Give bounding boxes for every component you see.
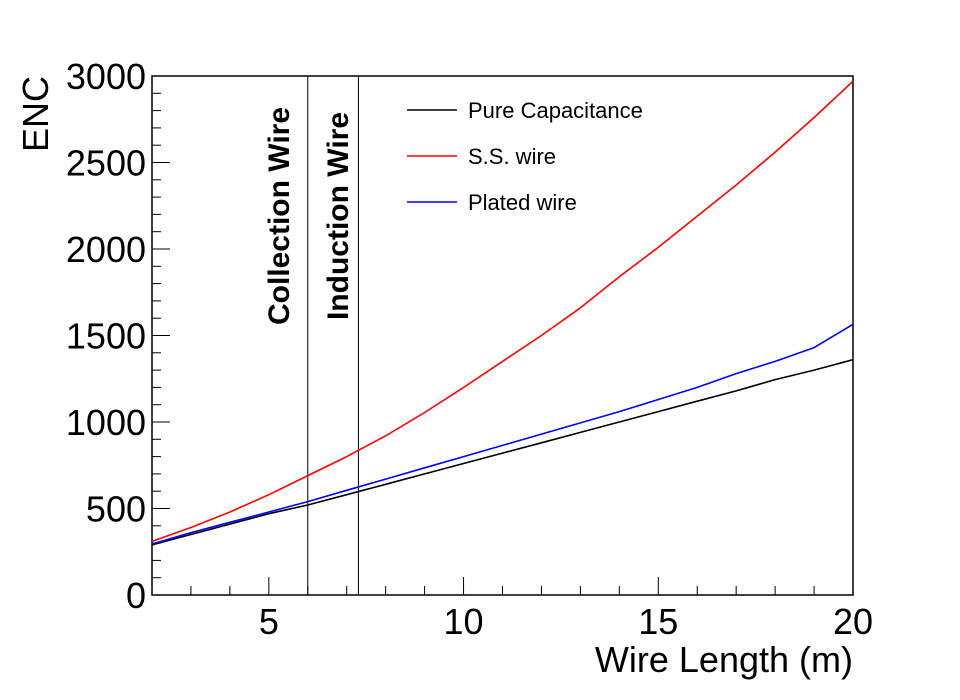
y-tick-label: 2500 bbox=[66, 143, 146, 184]
legend-label-pure-capacitance: Pure Capacitance bbox=[468, 98, 643, 123]
legend-label-ss-wire: S.S. wire bbox=[468, 144, 556, 169]
plated-wire-line bbox=[151, 323, 854, 545]
induction-wire-label: Induction Wire bbox=[322, 112, 355, 320]
tick-labels: 5 10 15 20 0 500 1000 1500 2000 2500 3000 bbox=[66, 56, 873, 642]
legend: Pure Capacitance S.S. wire Plated wire bbox=[407, 98, 643, 215]
y-tick-label: 1500 bbox=[66, 316, 146, 357]
series-lines bbox=[151, 80, 854, 546]
legend-label-plated-wire: Plated wire bbox=[468, 190, 577, 215]
y-tick-label: 500 bbox=[86, 489, 146, 530]
y-tick-label: 3000 bbox=[66, 56, 146, 97]
collection-wire-label: Collection Wire bbox=[263, 107, 296, 325]
pure-capacitance-line bbox=[151, 358, 854, 546]
x-tick-label: 20 bbox=[833, 601, 873, 642]
ss-wire-line bbox=[151, 80, 854, 543]
x-tick-label: 15 bbox=[638, 601, 678, 642]
x-tick-label: 10 bbox=[444, 601, 484, 642]
x-axis-title: Wire Length (m) bbox=[595, 639, 853, 680]
y-axis-title: ENC bbox=[15, 76, 56, 152]
major-ticks bbox=[152, 75, 854, 596]
y-tick-label: 2000 bbox=[66, 229, 146, 270]
y-tick-label: 0 bbox=[126, 575, 146, 616]
x-tick-label: 5 bbox=[259, 601, 279, 642]
annotation-lines bbox=[307, 76, 359, 595]
y-tick-label: 1000 bbox=[66, 402, 146, 443]
